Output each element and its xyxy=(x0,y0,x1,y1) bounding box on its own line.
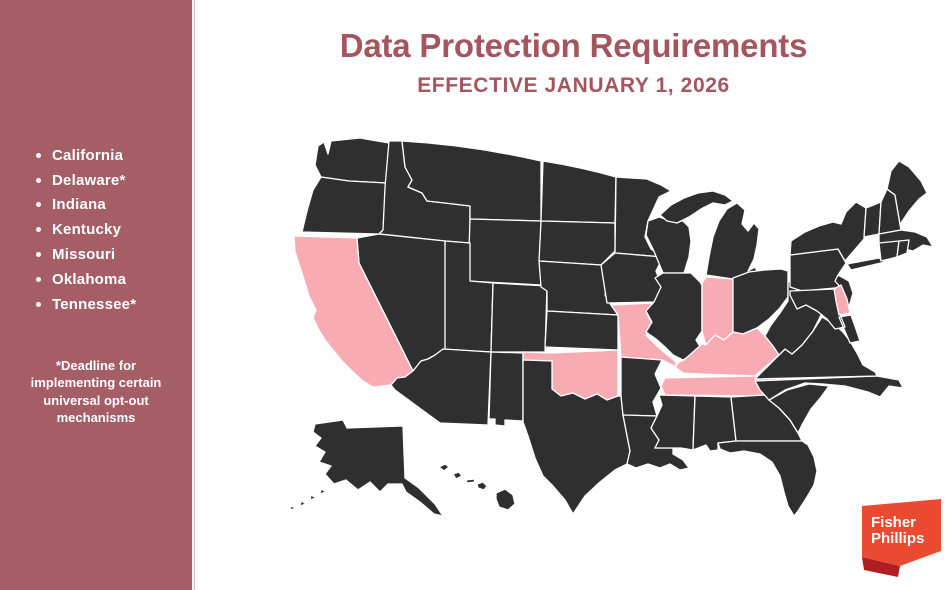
state-nc xyxy=(754,375,904,401)
state-in xyxy=(701,276,734,346)
state-wa xyxy=(314,137,390,184)
page-subtitle: EFFECTIVE JANUARY 1, 2026 xyxy=(417,74,730,97)
page-title: Data Protection Requirements xyxy=(339,27,808,64)
bullet-icon xyxy=(36,227,41,233)
state-me xyxy=(886,160,928,231)
list-item-delaware: Delaware* xyxy=(36,168,192,193)
state-ia xyxy=(600,252,664,304)
bullet-icon xyxy=(36,177,41,183)
state-sc xyxy=(768,383,830,434)
bullet-icon xyxy=(36,276,41,282)
state-ak xyxy=(289,419,444,517)
state-nm xyxy=(488,351,524,427)
list-item-label: Tennessee* xyxy=(52,295,137,313)
logo-text-line1: Fisher xyxy=(871,514,916,531)
content-area: Data Protection Requirements EFFECTIVE J… xyxy=(197,0,950,590)
logo-banner-shape xyxy=(862,499,941,566)
sidebar: California Delaware* Indiana Kentucky Mi… xyxy=(0,0,195,590)
list-item-missouri: Missouri xyxy=(36,242,192,267)
bullet-icon xyxy=(36,301,41,307)
state-wy xyxy=(467,218,542,286)
list-item-label: Delaware* xyxy=(52,171,126,189)
us-map xyxy=(289,137,934,517)
state-or xyxy=(301,176,387,235)
list-item-label: Missouri xyxy=(52,246,116,264)
state-ky xyxy=(674,327,780,377)
fisher-phillips-logo: Fisher Phillips xyxy=(859,496,943,582)
state-ar xyxy=(620,356,663,417)
logo-text-line2: Phillips xyxy=(871,530,924,547)
state-ri xyxy=(896,239,910,258)
list-item-kentucky: Kentucky xyxy=(36,217,192,242)
bullet-icon xyxy=(36,202,41,208)
state-mt xyxy=(401,140,542,222)
state-ny xyxy=(789,201,886,271)
state-az xyxy=(390,348,492,426)
list-item-oklahoma: Oklahoma xyxy=(36,267,192,292)
state-ks xyxy=(544,310,619,351)
state-list: California Delaware* Indiana Kentucky Mi… xyxy=(0,0,192,317)
state-de xyxy=(833,284,851,316)
state-nd xyxy=(540,160,617,224)
state-vt xyxy=(863,201,882,238)
state-hi xyxy=(438,463,516,511)
bullet-icon xyxy=(36,252,41,258)
state-ms xyxy=(650,394,696,451)
list-item-label: Kentucky xyxy=(52,221,122,239)
bullet-icon xyxy=(36,152,41,158)
logo-fold-shape xyxy=(862,557,900,577)
list-item-california: California xyxy=(36,143,192,168)
list-item-indiana: Indiana xyxy=(36,193,192,218)
footnote: *Deadline for implementing certain unive… xyxy=(30,357,162,426)
state-fl xyxy=(717,440,818,517)
state-ct xyxy=(878,240,900,262)
list-item-label: California xyxy=(52,146,124,164)
list-item-label: Oklahoma xyxy=(52,270,127,288)
state-sd xyxy=(538,220,616,266)
state-co xyxy=(490,282,548,353)
list-item-label: Indiana xyxy=(52,196,106,214)
list-item-tennessee: Tennessee* xyxy=(36,292,192,317)
